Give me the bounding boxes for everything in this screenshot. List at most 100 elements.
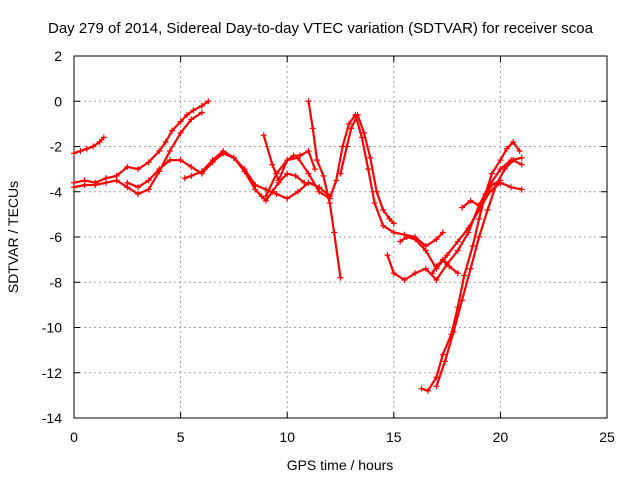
data-point <box>198 102 205 109</box>
data-point <box>390 220 397 227</box>
data-point <box>354 111 361 118</box>
data-point <box>360 129 367 136</box>
series-arc-9 <box>337 111 397 227</box>
data-point <box>508 184 515 191</box>
series-line <box>339 113 395 225</box>
data-point <box>134 191 141 198</box>
data-point <box>371 200 378 207</box>
data-point <box>367 154 374 161</box>
data-point <box>343 143 350 150</box>
data-point <box>326 200 333 207</box>
series-arc-10 <box>397 179 525 272</box>
x-tick-label: 25 <box>599 429 615 445</box>
data-point <box>100 134 107 141</box>
series-line <box>435 159 523 388</box>
series-line <box>264 113 444 248</box>
data-point <box>177 129 184 136</box>
data-point <box>71 184 77 191</box>
grid <box>74 56 607 418</box>
data-point <box>454 270 461 277</box>
data-point <box>284 195 291 202</box>
data-point <box>292 172 299 179</box>
y-tick-label: -4 <box>50 184 63 200</box>
data-point <box>83 145 90 152</box>
data-point <box>188 163 195 170</box>
data-point <box>397 238 404 245</box>
data-point <box>77 148 84 155</box>
data-point <box>422 265 429 272</box>
data-point <box>497 177 504 184</box>
chart-title: Day 279 of 2014, Sidereal Day-to-day VTE… <box>48 20 594 37</box>
series-arc-13 <box>433 157 525 390</box>
series-line <box>460 179 502 209</box>
data-point <box>459 297 466 304</box>
data-point <box>401 276 408 283</box>
data-point <box>162 138 169 145</box>
data-point <box>134 166 141 173</box>
data-point <box>488 181 495 188</box>
data-point <box>169 127 176 134</box>
data-point <box>358 134 365 141</box>
data-point <box>444 252 451 259</box>
data-point <box>305 170 312 177</box>
data-point <box>177 157 184 164</box>
data-point <box>190 107 197 114</box>
data-point <box>145 177 152 184</box>
y-tick-label: 2 <box>54 48 62 64</box>
data-point <box>422 247 429 254</box>
data-point <box>390 270 397 277</box>
data-point <box>484 206 491 213</box>
series-line <box>262 134 316 182</box>
x-tick-label: 15 <box>386 429 402 445</box>
data-point <box>177 118 184 125</box>
series-line <box>399 181 523 270</box>
series-arc-1 <box>71 134 107 157</box>
data-point <box>124 163 131 170</box>
data-point <box>510 157 517 164</box>
data-point <box>260 132 267 139</box>
data-point <box>290 152 297 159</box>
series-arc-3 <box>71 109 205 198</box>
y-tick-label: -2 <box>50 139 63 155</box>
data-point <box>424 387 431 394</box>
data-point <box>198 168 205 175</box>
data-point <box>311 166 318 173</box>
data-point <box>188 116 195 123</box>
series-line <box>72 100 210 184</box>
data-point <box>450 329 457 336</box>
x-tick-label: 10 <box>279 429 295 445</box>
y-tick-label: -8 <box>50 274 63 290</box>
data-point <box>145 159 152 166</box>
data-point <box>188 172 195 179</box>
data-point <box>433 383 440 390</box>
data-point <box>403 234 410 240</box>
data-point <box>262 193 269 200</box>
data-point <box>124 179 131 186</box>
data-point <box>454 247 461 254</box>
data-point <box>467 197 474 204</box>
x-axis-label: GPS time / hours <box>287 457 394 473</box>
y-tick-label: -6 <box>50 229 63 245</box>
series-arc-7 <box>262 111 446 250</box>
data-point <box>469 243 476 250</box>
data-point <box>230 154 237 161</box>
data-point <box>501 166 508 173</box>
data-point <box>380 206 387 213</box>
series-arc-14 <box>429 256 461 277</box>
data-point <box>510 138 517 145</box>
data-point <box>331 229 338 236</box>
data-point <box>459 204 466 211</box>
data-point <box>412 270 419 277</box>
data-point <box>145 186 152 193</box>
data-point <box>96 138 103 145</box>
data-point <box>516 148 523 155</box>
data-point <box>113 177 120 184</box>
data-point <box>412 236 419 243</box>
series-arc-8 <box>305 98 344 281</box>
data-point <box>205 98 212 105</box>
data-point <box>433 276 440 283</box>
data-point <box>314 157 321 164</box>
data-point <box>181 175 188 182</box>
data-point <box>476 234 483 240</box>
data-point <box>446 263 453 270</box>
